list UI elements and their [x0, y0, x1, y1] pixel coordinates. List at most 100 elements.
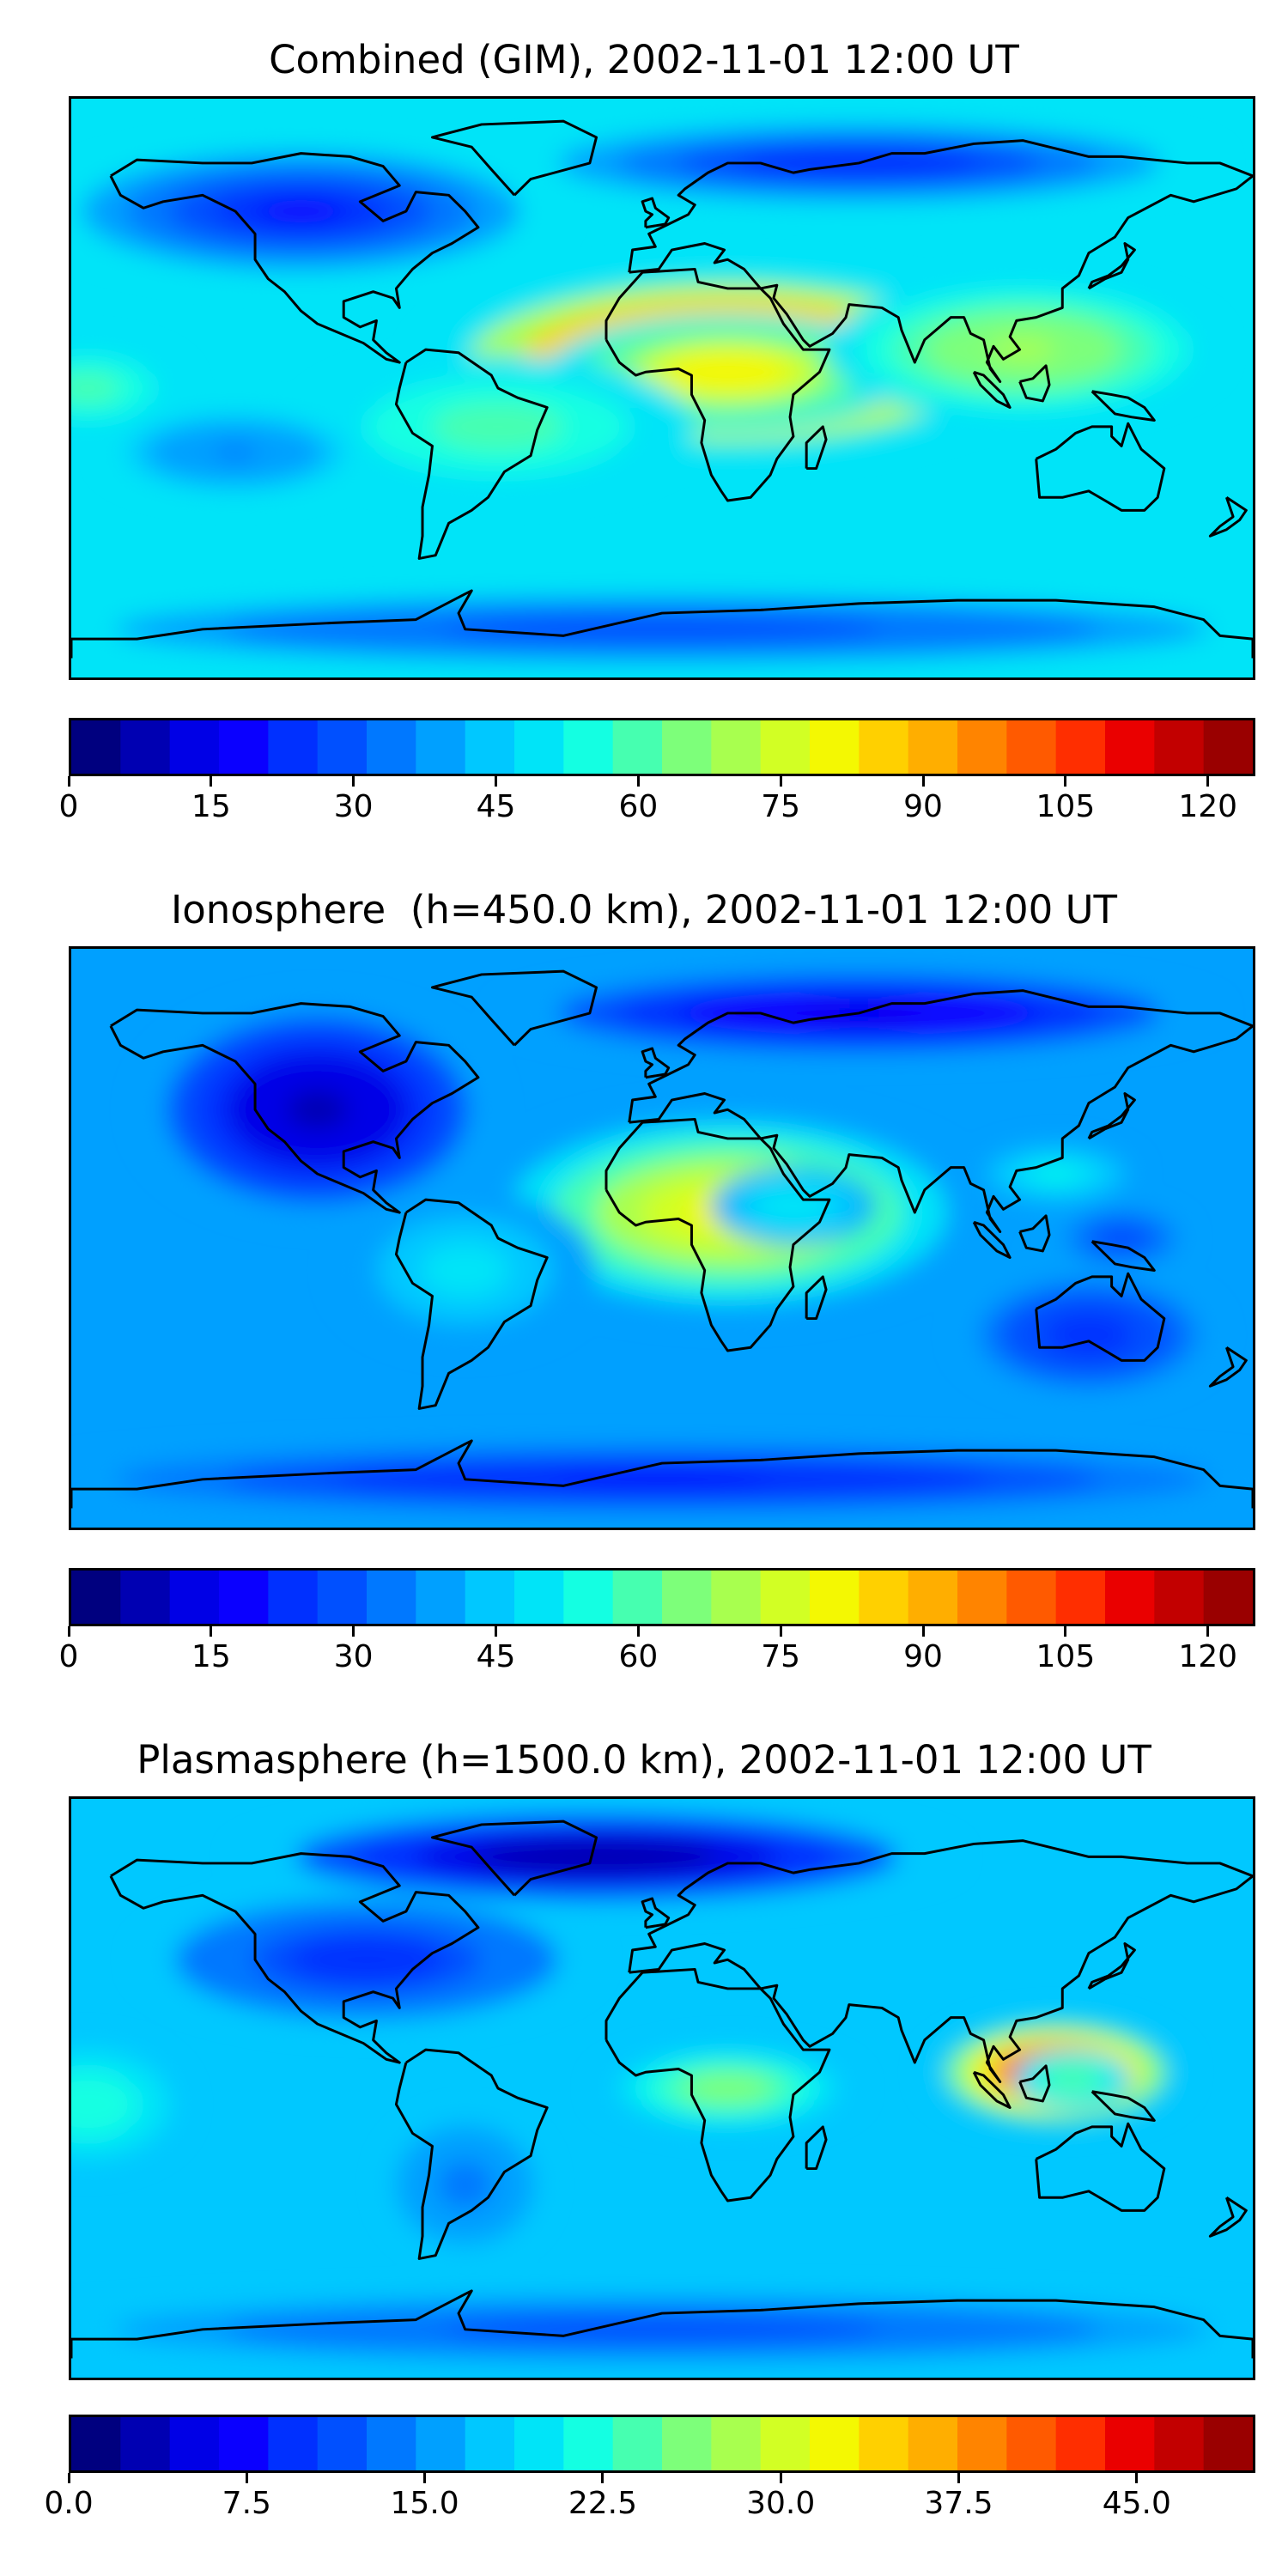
coastline-new-guinea [1091, 390, 1156, 422]
colorbar-segment [810, 2417, 860, 2470]
colorbar-segment [563, 720, 614, 774]
colorbar-segment [1203, 720, 1253, 774]
colorbar-segment [711, 2417, 762, 2470]
colorbar-tick-label: 30.0 [746, 2486, 816, 2521]
colorbar-segment [169, 720, 220, 774]
colorbar-tick [1064, 776, 1067, 787]
coastline-sumatra [972, 370, 1012, 409]
colorbar-segment [268, 2417, 319, 2470]
field-contour-band [213, 445, 258, 460]
coastline-eurasia [628, 139, 1253, 383]
field-contour-band [328, 1947, 405, 1971]
coastline-south-america [394, 1198, 549, 1410]
colorbar-tick [210, 1626, 213, 1637]
colorbar-segment [1203, 2417, 1253, 2470]
colorbar-tick [423, 2473, 427, 2483]
panel-title-plasmasphere: Plasmasphere (h=1500.0 km), 2002-11-01 1… [137, 1737, 1151, 1783]
coastline-japan [1087, 1092, 1136, 1140]
colorbar-segment [416, 720, 466, 774]
colorbar-tick-label: 15 [191, 789, 231, 824]
colorbar-segment [367, 720, 416, 774]
colorbar-segment [71, 1571, 121, 1624]
colorbar-segment [859, 2417, 909, 2470]
colorbar-segment [612, 2417, 663, 2470]
coastline-australia [1035, 2122, 1166, 2212]
colorbar-segment [1006, 1571, 1057, 1624]
colorbar-tick-label: 120 [1178, 1639, 1238, 1674]
colorbar-segment [563, 2417, 614, 2470]
colorbar-tick-label: 45.0 [1102, 2486, 1171, 2521]
field-contour-band [697, 362, 758, 382]
map-combined [69, 96, 1255, 680]
coastline-sumatra [972, 2070, 1012, 2109]
field-contour-band [990, 337, 1056, 361]
coastline-madagascar [805, 425, 828, 471]
colorbar-tick [210, 776, 213, 787]
colorbar-segment [1203, 1571, 1253, 1624]
colorbar-tick [779, 2473, 782, 2483]
colorbar-segment [908, 1571, 958, 1624]
coastline-japan [1087, 242, 1136, 290]
colorbar-segment [120, 2417, 171, 2470]
field-contour-band [779, 1200, 807, 1213]
colorbar-tick-label: 15.0 [390, 2486, 459, 2521]
field-contour-band [1066, 1323, 1111, 1346]
coastline-africa [605, 1117, 831, 1352]
colorbar-tick-label: 0.0 [44, 2486, 94, 2521]
colorbar-segment [810, 1571, 860, 1624]
coastline-greenland [430, 1820, 598, 1897]
coastline-south-america [394, 2048, 549, 2260]
field-contour-band [1042, 1168, 1070, 1180]
colorbar-segment [268, 1571, 319, 1624]
coastline-borneo [1018, 1214, 1051, 1253]
colorbar-segment [169, 1571, 220, 1624]
colorbar-tick [1064, 1626, 1067, 1637]
colorbar-segment [760, 1571, 811, 1624]
field-contour-band [552, 1473, 772, 1486]
colorbar-segment [957, 1571, 1007, 1624]
colorbar-segment [662, 1571, 712, 1624]
colorbar-tick [636, 1626, 640, 1637]
colorbar-segment [810, 720, 860, 774]
coastline-madagascar [805, 1275, 828, 1321]
field-contour-band [257, 199, 345, 223]
colorbar-segment [1105, 1571, 1155, 1624]
coastline-japan [1087, 1942, 1136, 1990]
colorbar-segment [1006, 720, 1057, 774]
coastline-greenland [430, 969, 598, 1047]
colorbar-tick [67, 2473, 70, 2483]
colorbar-tick [495, 776, 498, 787]
colorbar-segment [219, 1571, 269, 1624]
colorbar-tick-label: 60 [618, 1639, 659, 1674]
coastline-new-zealand [1208, 496, 1248, 538]
colorbar-segment [317, 720, 368, 774]
field-contour-band [71, 2093, 105, 2116]
colorbar-segment [612, 1571, 663, 1624]
colorbar-tick [921, 776, 925, 787]
colorbar-segment [760, 720, 811, 774]
colorbar-segment [268, 720, 319, 774]
colorbar-tick-label: 105 [1036, 1639, 1096, 1674]
colorbar-segment [1055, 2417, 1106, 2470]
colorbar-segment [760, 2417, 811, 2470]
coastline-new-zealand [1208, 2196, 1248, 2238]
colorbar-tick [779, 1626, 782, 1637]
coastline-greenland [430, 119, 598, 197]
colorbar-segment [71, 720, 121, 774]
colorbar-segment [859, 720, 909, 774]
colorbar-tick-label: 30 [333, 789, 374, 824]
coastline-australia [1035, 1272, 1166, 1362]
colorbar-segment [859, 1571, 909, 1624]
colorbar-tick-label: 90 [903, 1639, 943, 1674]
colorbar-segment [219, 720, 269, 774]
colorbar-segment [957, 2417, 1007, 2470]
colorbar-tick-label: 120 [1178, 789, 1238, 824]
field-contour-band [552, 623, 772, 636]
coastline-north-america [109, 1002, 480, 1214]
colorbar-segment [662, 2417, 712, 2470]
colorbar-tick [1206, 1626, 1210, 1637]
colorbar-tick-label: 105 [1036, 789, 1096, 824]
field-svg [71, 949, 1253, 1528]
field-contour-band [443, 1256, 488, 1285]
colorbar-tick [67, 776, 70, 787]
